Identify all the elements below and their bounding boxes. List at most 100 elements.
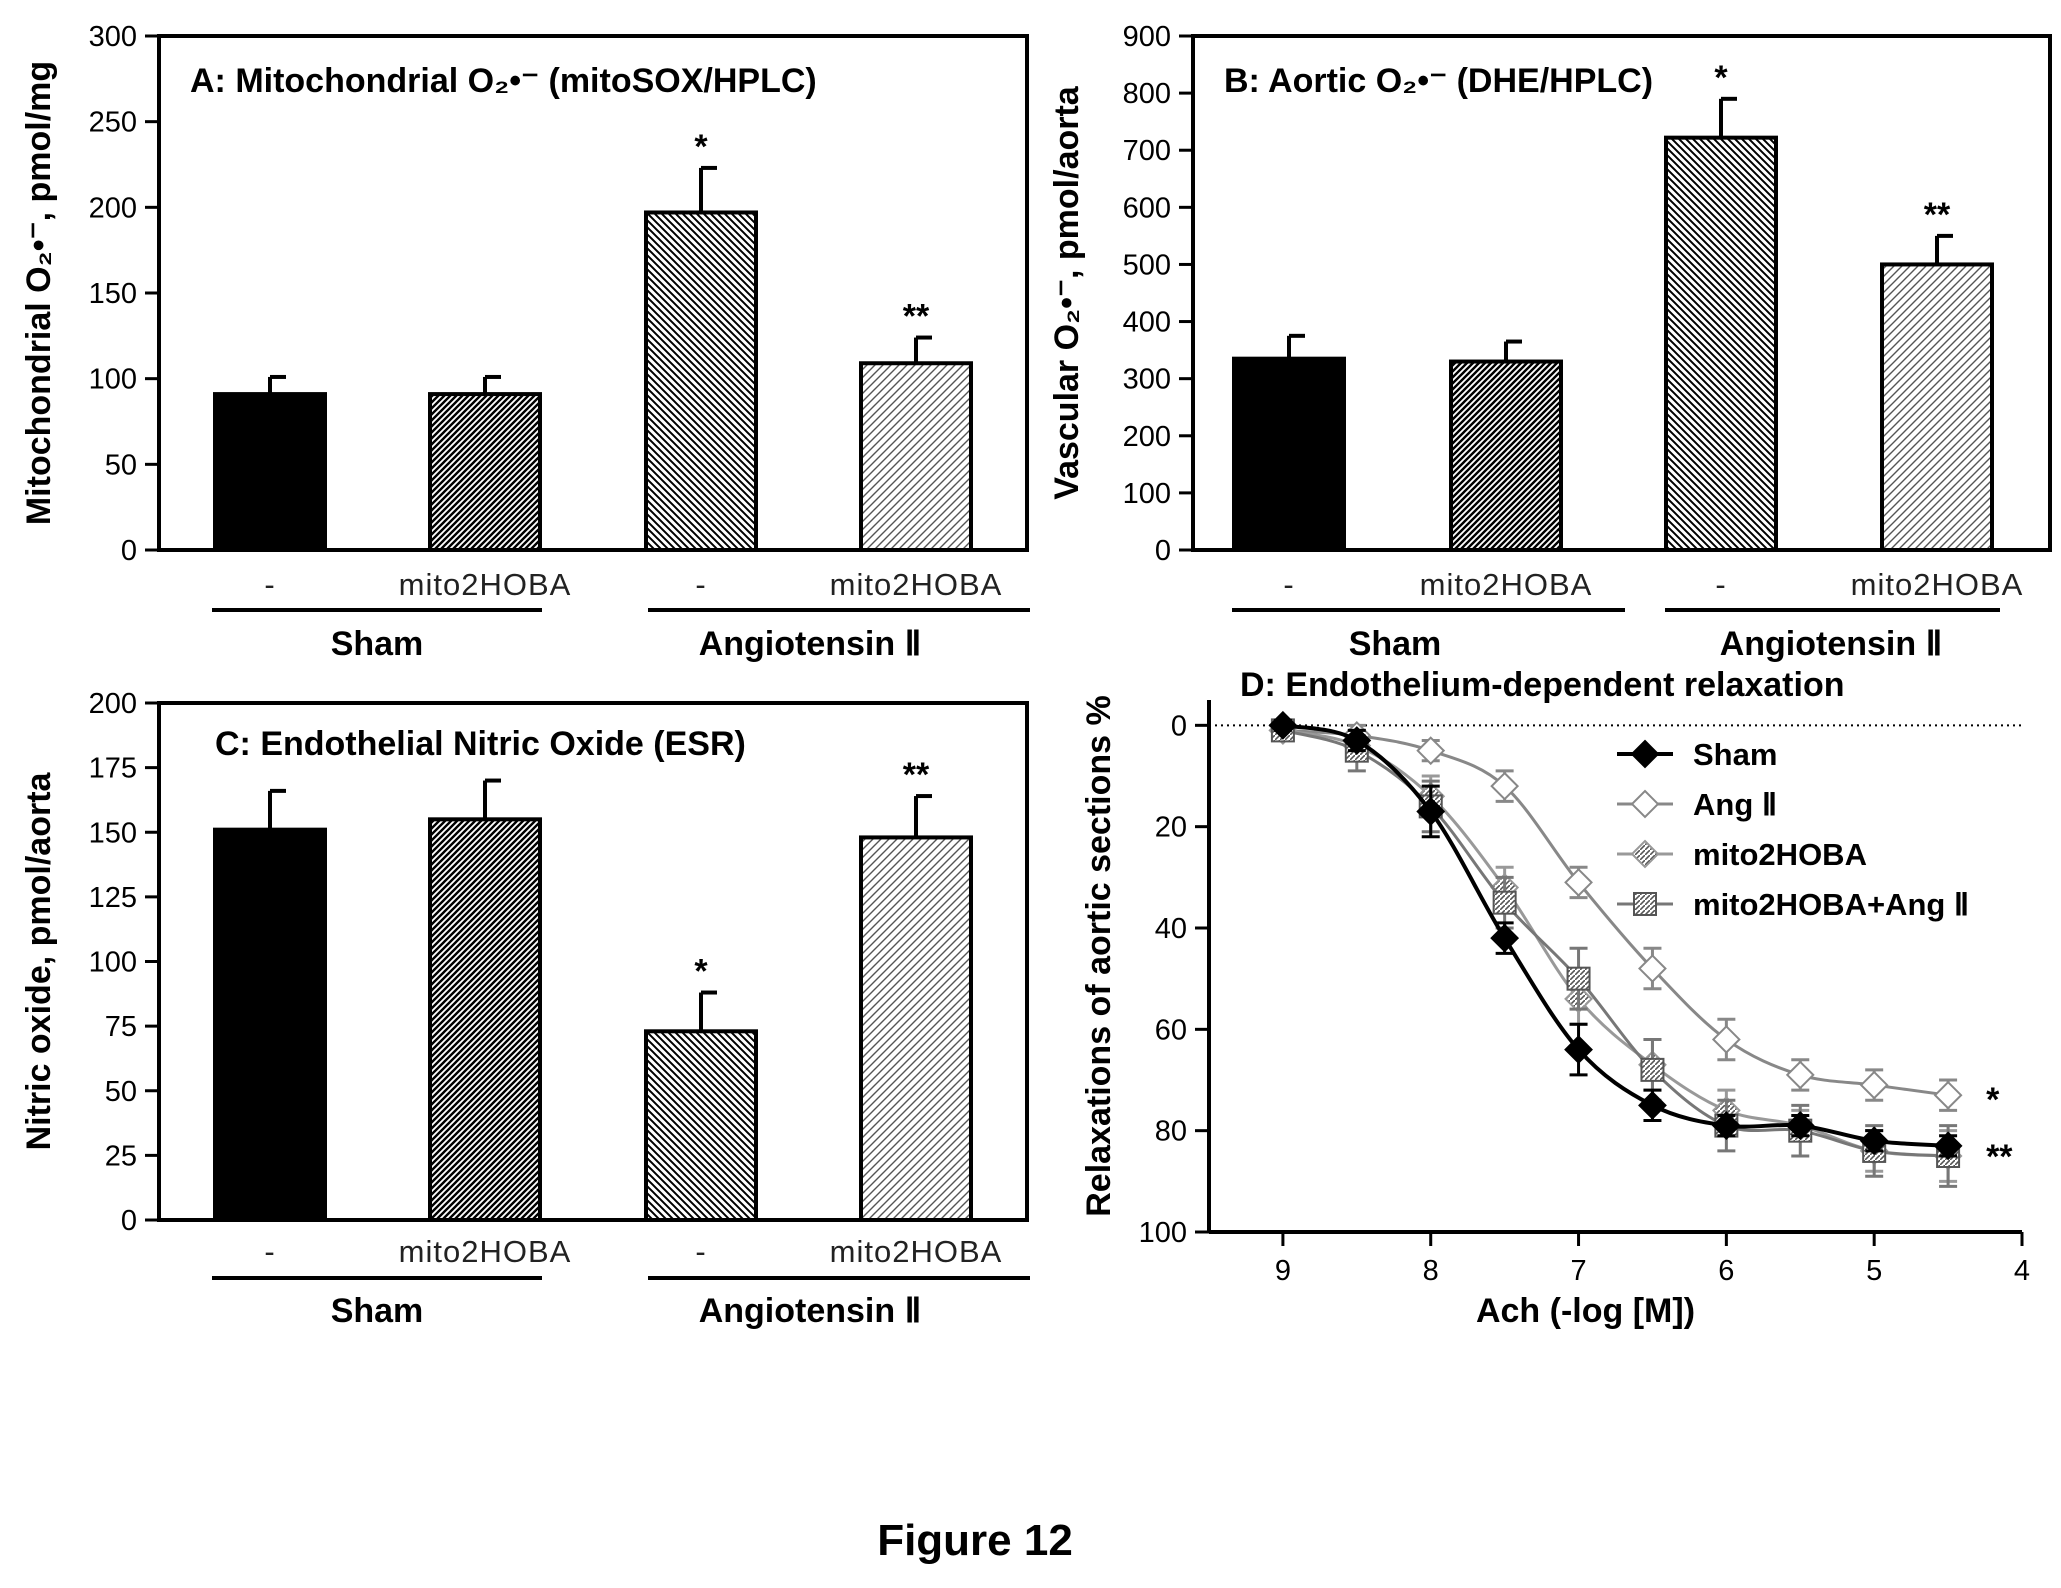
legend-item: mito2HOBA+Ang Ⅱ bbox=[1617, 887, 1969, 922]
y-tick-label: 60 bbox=[1155, 1014, 1187, 1046]
y-axis-label: Relaxations of aortic sections % bbox=[1080, 695, 1118, 1217]
category-label: - bbox=[695, 567, 706, 602]
chart-c: 0 25 50 75 100 125 150 175 200 - mito2HOBA * - ** mito… bbox=[20, 688, 1030, 1330]
y-tick-label: 0 bbox=[1171, 710, 1187, 742]
legend-label: Sham bbox=[1693, 737, 1777, 772]
y-tick-label: 250 bbox=[89, 107, 137, 139]
y-tick-label: 200 bbox=[89, 192, 137, 224]
bar bbox=[1880, 262, 1994, 552]
category-label: - bbox=[695, 1234, 706, 1269]
x-tick-label: 7 bbox=[1570, 1255, 1586, 1287]
y-tick-label: 100 bbox=[1139, 1217, 1187, 1249]
chart-title: B: Aortic O₂•⁻ (DHE/HPLC) bbox=[1224, 62, 1653, 100]
y-axis-label: Vascular O₂•⁻, pmol/aorta bbox=[1048, 85, 1086, 500]
y-tick-label: 175 bbox=[89, 753, 137, 785]
category-label: - bbox=[1283, 567, 1294, 602]
category-label: mito2HOBA bbox=[830, 1234, 1003, 1269]
x-tick-label: 8 bbox=[1423, 1255, 1439, 1287]
data-point bbox=[1566, 966, 1591, 991]
significance-label: ** bbox=[1924, 196, 1951, 234]
data-point bbox=[1416, 797, 1446, 826]
y-tick-label: 700 bbox=[1123, 135, 1171, 167]
y-tick-label: 125 bbox=[89, 882, 137, 914]
y-tick-label: 300 bbox=[1123, 364, 1171, 396]
data-point bbox=[1859, 1070, 1889, 1100]
series-line bbox=[1282, 728, 1949, 1158]
data-point bbox=[1268, 710, 1298, 740]
bar bbox=[1664, 135, 1778, 552]
data-point bbox=[1630, 739, 1660, 769]
chart-a: 0 50 100 150 200 250 300 - mito2HOBA * - ** mito2HOB… bbox=[20, 21, 1030, 663]
significance-label: * bbox=[694, 128, 708, 166]
y-tick-label: 400 bbox=[1123, 307, 1171, 339]
chart-title: C: Endothelial Nitric Oxide (ESR) bbox=[215, 725, 746, 763]
series-mito2hoba bbox=[1268, 715, 1963, 1183]
bar bbox=[213, 392, 327, 552]
x-tick-label: 5 bbox=[1866, 1255, 1882, 1287]
category-label: - bbox=[264, 567, 275, 602]
legend-label: mito2HOBA bbox=[1693, 837, 1867, 872]
data-point bbox=[1633, 892, 1657, 916]
y-tick-label: 20 bbox=[1155, 812, 1187, 844]
legend-item: mito2HOBA bbox=[1617, 837, 1867, 872]
y-tick-label: 300 bbox=[89, 21, 137, 53]
data-point bbox=[1785, 1060, 1815, 1090]
y-tick-label: 50 bbox=[105, 449, 137, 481]
significance-label: ** bbox=[1986, 1138, 2013, 1176]
significance-label: * bbox=[1714, 59, 1728, 97]
y-tick-label: 80 bbox=[1155, 1116, 1187, 1148]
y-tick-label: 100 bbox=[89, 947, 137, 979]
category-label: mito2HOBA bbox=[1851, 567, 2024, 602]
chart-d: 0 20 40 60 80 100 9 8 7 6 5 4 D: Endothelium-depende… bbox=[1080, 666, 2030, 1330]
y-tick-label: 800 bbox=[1123, 78, 1171, 110]
group-label: Sham bbox=[331, 625, 424, 663]
data-point bbox=[1416, 736, 1446, 766]
legend-item: Ang Ⅱ bbox=[1617, 787, 1777, 822]
category-label: mito2HOBA bbox=[830, 567, 1003, 602]
y-axis-label: Mitochondrial O₂•⁻, pmol/mg bbox=[20, 61, 58, 525]
data-point bbox=[1640, 1057, 1665, 1082]
bar bbox=[428, 392, 542, 552]
y-tick-label: 150 bbox=[89, 817, 137, 849]
data-point bbox=[1490, 923, 1520, 953]
y-tick-label: 200 bbox=[1123, 421, 1171, 453]
data-point bbox=[1933, 1080, 1963, 1110]
bar bbox=[428, 817, 542, 1222]
significance-label: * bbox=[694, 953, 708, 991]
data-point bbox=[1564, 1035, 1593, 1065]
category-label: - bbox=[264, 1234, 275, 1269]
bar bbox=[1232, 356, 1346, 552]
data-point bbox=[1638, 954, 1667, 983]
series-line bbox=[1282, 728, 1949, 1097]
data-point bbox=[1630, 839, 1660, 869]
group-label: Angiotensin Ⅱ bbox=[699, 1292, 922, 1330]
significance-label: * bbox=[1986, 1081, 2000, 1119]
y-tick-label: 500 bbox=[1123, 249, 1171, 281]
figure-title: Figure 12 bbox=[877, 1516, 1073, 1565]
y-tick-label: 200 bbox=[89, 688, 137, 720]
x-tick-label: 4 bbox=[2014, 1255, 2030, 1287]
y-tick-label: 50 bbox=[105, 1076, 137, 1108]
chart-title: D: Endothelium-dependent relaxation bbox=[1240, 666, 1844, 704]
data-point bbox=[1711, 1025, 1741, 1054]
data-point bbox=[1638, 1090, 1667, 1120]
y-tick-label: 0 bbox=[121, 1205, 137, 1237]
x-axis-label: Ach (-log [M]) bbox=[1476, 1292, 1695, 1330]
data-point bbox=[1711, 1111, 1741, 1141]
legend-label: mito2HOBA+Ang Ⅱ bbox=[1693, 887, 1969, 922]
legend-label: Ang Ⅱ bbox=[1693, 787, 1777, 822]
bar bbox=[1449, 359, 1563, 552]
x-tick-label: 6 bbox=[1718, 1255, 1734, 1287]
y-tick-label: 100 bbox=[1123, 478, 1171, 510]
y-tick-label: 150 bbox=[89, 278, 137, 310]
bar bbox=[859, 361, 973, 552]
bar bbox=[859, 835, 973, 1222]
chart-title: A: Mitochondrial O₂•⁻ (mitoSOX/HPLC) bbox=[190, 62, 817, 100]
data-point bbox=[1492, 890, 1517, 915]
data-point bbox=[1342, 726, 1372, 755]
group-label: Angiotensin Ⅱ bbox=[699, 625, 922, 663]
data-point bbox=[1785, 1111, 1815, 1141]
chart-b: 0 100 200 300 400 500 600 700 800 900 - mito2HOBA * -… bbox=[1048, 21, 2052, 663]
y-tick-label: 0 bbox=[1155, 535, 1171, 567]
